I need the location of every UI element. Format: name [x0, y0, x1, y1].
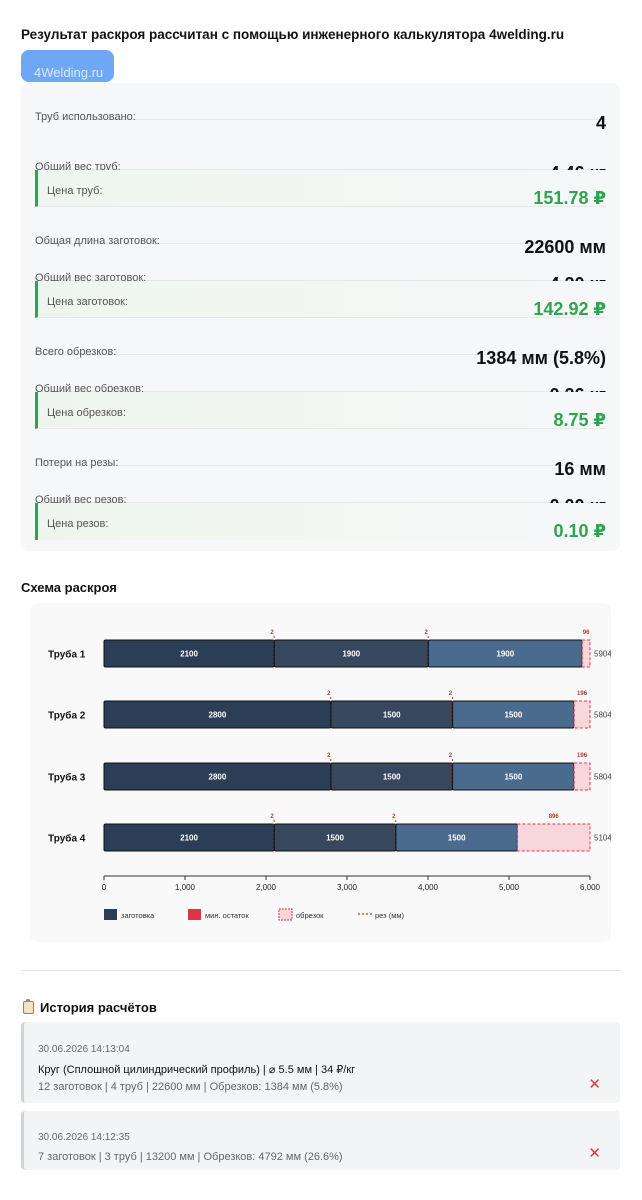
summary-label: Труб использовано:	[35, 111, 136, 123]
legend-swatch-scrap	[278, 908, 293, 921]
scrap-bar	[516, 823, 591, 852]
summary-value: 22600 мм	[524, 237, 606, 257]
summary-label: Потери на резы:	[35, 457, 119, 469]
scrap-bar	[581, 639, 591, 668]
scrap-label: 196	[577, 691, 588, 697]
summary-row-pipes-price: Цена труб: 151.78 ₽	[35, 170, 606, 208]
summary-row-scrap-weight: Общий вес обрезков: 0.26 кг	[35, 355, 606, 405]
piece-label: 2800	[209, 711, 227, 720]
pipe-label: Труба 3	[48, 772, 86, 784]
cut-label: 2	[327, 691, 331, 697]
piece-label: 1500	[326, 834, 344, 843]
summary-value: 8.75 ₽	[553, 410, 606, 430]
summary-row-cut-loss: Потери на резы: 16 мм	[35, 429, 606, 479]
remaining-label: 5904	[594, 650, 611, 659]
summary-row-blanks-length: Общая длина заготовок: 22600 мм	[35, 207, 606, 257]
summary-value: 4	[595, 113, 606, 133]
delete-history-button[interactable]: ✕	[588, 1145, 601, 1162]
cut-label: 2	[327, 753, 331, 759]
cut-label: 2	[449, 753, 453, 759]
brand-logo[interactable]: 4Welding.ru	[21, 50, 114, 82]
scrap-bar	[573, 762, 591, 791]
piece-label: 1500	[448, 834, 466, 843]
summary-row-cut-weight: Общий вес резов: 0.00 кг	[35, 466, 606, 516]
history-info: Круг (Сплошной цилиндрический профиль) |…	[38, 1064, 356, 1076]
summary-value: 16 мм	[554, 459, 606, 479]
summary-value: 142.92 ₽	[533, 299, 606, 319]
scrap-label: 896	[549, 814, 560, 820]
summary-value: 1384 мм (5.8%)	[476, 348, 606, 368]
cut-label: 2	[424, 630, 428, 636]
summary-row-scrap-price: Цена обрезков: 8.75 ₽	[35, 392, 606, 430]
summary-row-blanks-price: Цена заготовок: 142.92 ₽	[35, 281, 606, 319]
piece-label: 1500	[504, 773, 522, 782]
delete-history-button[interactable]: ✕	[588, 1076, 601, 1093]
piece-label: 2800	[209, 773, 227, 782]
x-tick-label: 0	[102, 883, 107, 892]
history-stats: 7 заготовок | 3 труб | 13200 мм | Обрезк…	[38, 1151, 343, 1163]
history-stats: 12 заготовок | 4 труб | 22600 мм | Обрез…	[38, 1081, 343, 1093]
legend-label: обрезок	[296, 911, 324, 920]
section-divider	[21, 970, 620, 971]
summary-panel: Труб использовано: 4 Общий вес труб: 4.4…	[21, 83, 620, 551]
x-tick-label: 5,000	[499, 883, 520, 892]
history-title-text: История расчётов	[40, 1000, 157, 1015]
cutting-scheme-chart: Труба 1 2100 2 1900 2 1900 96 5904 Труба 2 2800 2 1…	[30, 603, 611, 942]
summary-label: Цена резов:	[47, 518, 109, 530]
scrap-label: 96	[583, 630, 590, 636]
history-date: 30.06.2026 14:13:04	[38, 1044, 130, 1055]
x-tick-label: 6,000	[580, 883, 601, 892]
piece-label: 1900	[342, 650, 360, 659]
history-item[interactable]: 30.06.2026 14:13:04 Круг (Сплошной цилин…	[21, 1022, 620, 1103]
pipe-label: Труба 4	[48, 833, 86, 845]
summary-label: Цена заготовок:	[47, 296, 129, 308]
summary-row-pipes-weight: Общий вес труб: 4.46 кг	[35, 133, 606, 183]
x-tick-label: 2,000	[256, 883, 277, 892]
scrap-bar	[573, 700, 591, 729]
summary-label: Цена обрезков:	[47, 407, 126, 419]
scheme-title: Схема раскроя	[21, 580, 117, 595]
remaining-label: 5804	[594, 773, 611, 782]
legend-swatch-min-rest	[188, 909, 201, 920]
summary-row-blanks-weight: Общий вес заготовок: 4.20 кг	[35, 244, 606, 294]
pipe-label: Труба 1	[48, 649, 86, 661]
summary-row-cut-price: Цена резов: 0.10 ₽	[35, 503, 606, 541]
legend-label: рез (мм)	[375, 911, 405, 920]
summary-label: Общая длина заготовок:	[35, 235, 160, 247]
history-item[interactable]: 30.06.2026 14:12:35 7 заготовок | 3 труб…	[21, 1111, 620, 1170]
cut-label: 2	[449, 691, 453, 697]
x-tick-label: 3,000	[337, 883, 358, 892]
clipboard-icon	[23, 999, 34, 1014]
remaining-label: 5804	[594, 711, 611, 720]
piece-label: 1500	[504, 711, 522, 720]
piece-label: 2100	[180, 834, 198, 843]
summary-value: 151.78 ₽	[533, 188, 606, 208]
piece-label: 2100	[180, 650, 198, 659]
history-title: История расчётов	[23, 999, 157, 1015]
page-title: Результат раскроя рассчитан с помощью ин…	[21, 27, 565, 42]
pipe-label: Труба 2	[48, 710, 86, 722]
summary-label: Цена труб:	[47, 185, 103, 197]
remaining-label: 5104	[594, 834, 611, 843]
summary-value: 0.10 ₽	[553, 521, 606, 541]
legend-label: мин. остаток	[205, 911, 249, 920]
scrap-label: 196	[577, 753, 588, 759]
legend-label: заготовка	[121, 911, 155, 920]
piece-label: 1500	[383, 711, 401, 720]
summary-row-pipes-used: Труб использовано: 4	[35, 83, 606, 133]
x-tick-label: 1,000	[175, 883, 196, 892]
summary-label: Всего обрезков:	[35, 346, 117, 358]
history-date: 30.06.2026 14:12:35	[38, 1132, 130, 1143]
piece-label: 1500	[383, 773, 401, 782]
x-tick-label: 4,000	[418, 883, 439, 892]
cut-label: 2	[392, 814, 396, 820]
cut-label: 2	[270, 630, 274, 636]
summary-row-scrap-total: Всего обрезков: 1384 мм (5.8%)	[35, 318, 606, 368]
cut-label: 2	[270, 814, 274, 820]
piece-label: 1900	[496, 650, 514, 659]
legend-swatch-piece	[104, 909, 117, 920]
